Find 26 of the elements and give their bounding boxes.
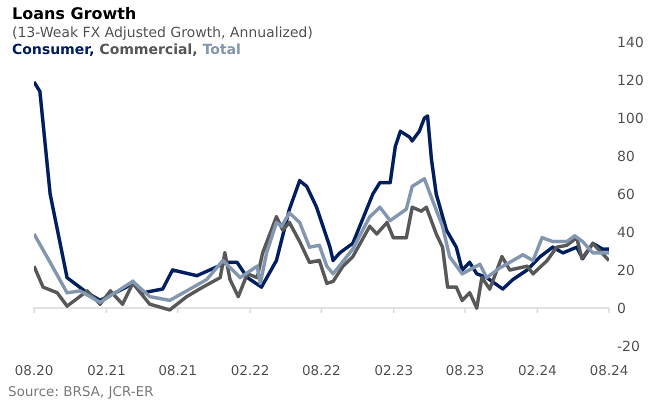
- source-note: Source: BRSA, JCR-ER: [8, 384, 154, 400]
- text: Consumer,: [12, 42, 94, 58]
- y-tick-label: 0: [617, 300, 626, 317]
- text: Commercial,: [99, 42, 198, 58]
- x-tick-label: 02.21: [87, 363, 126, 379]
- chart-title: Loans Growth: [12, 4, 138, 24]
- x-tick-label: 02.22: [230, 363, 270, 379]
- x-tick-label: 08.22: [302, 363, 341, 379]
- x-tick-label: 08.21: [158, 363, 197, 379]
- chart-subtitle: (13-Weak FX Adjusted Growth, Annualized): [12, 24, 313, 42]
- line-series: [34, 177, 609, 304]
- y-tick-label: 80: [617, 148, 635, 165]
- y-tick-label: 100: [617, 110, 644, 127]
- y-tick-label: 120: [617, 72, 644, 89]
- x-tick-label: 08.24: [590, 363, 628, 379]
- x-tick-label: 02.23: [374, 363, 414, 379]
- line-series: [34, 206, 609, 312]
- y-tick-label: 60: [617, 186, 635, 203]
- y-tick-label: -20: [617, 338, 640, 355]
- y-tick-label: 140: [617, 34, 644, 51]
- text: Total: [202, 42, 241, 58]
- y-tick-label: 40: [617, 224, 635, 241]
- y-tick-label: 20: [617, 262, 635, 279]
- x-tick-label: 02.24: [518, 363, 557, 379]
- x-tick-label: 08.23: [446, 363, 484, 379]
- x-tick-label: 08.20: [14, 363, 54, 379]
